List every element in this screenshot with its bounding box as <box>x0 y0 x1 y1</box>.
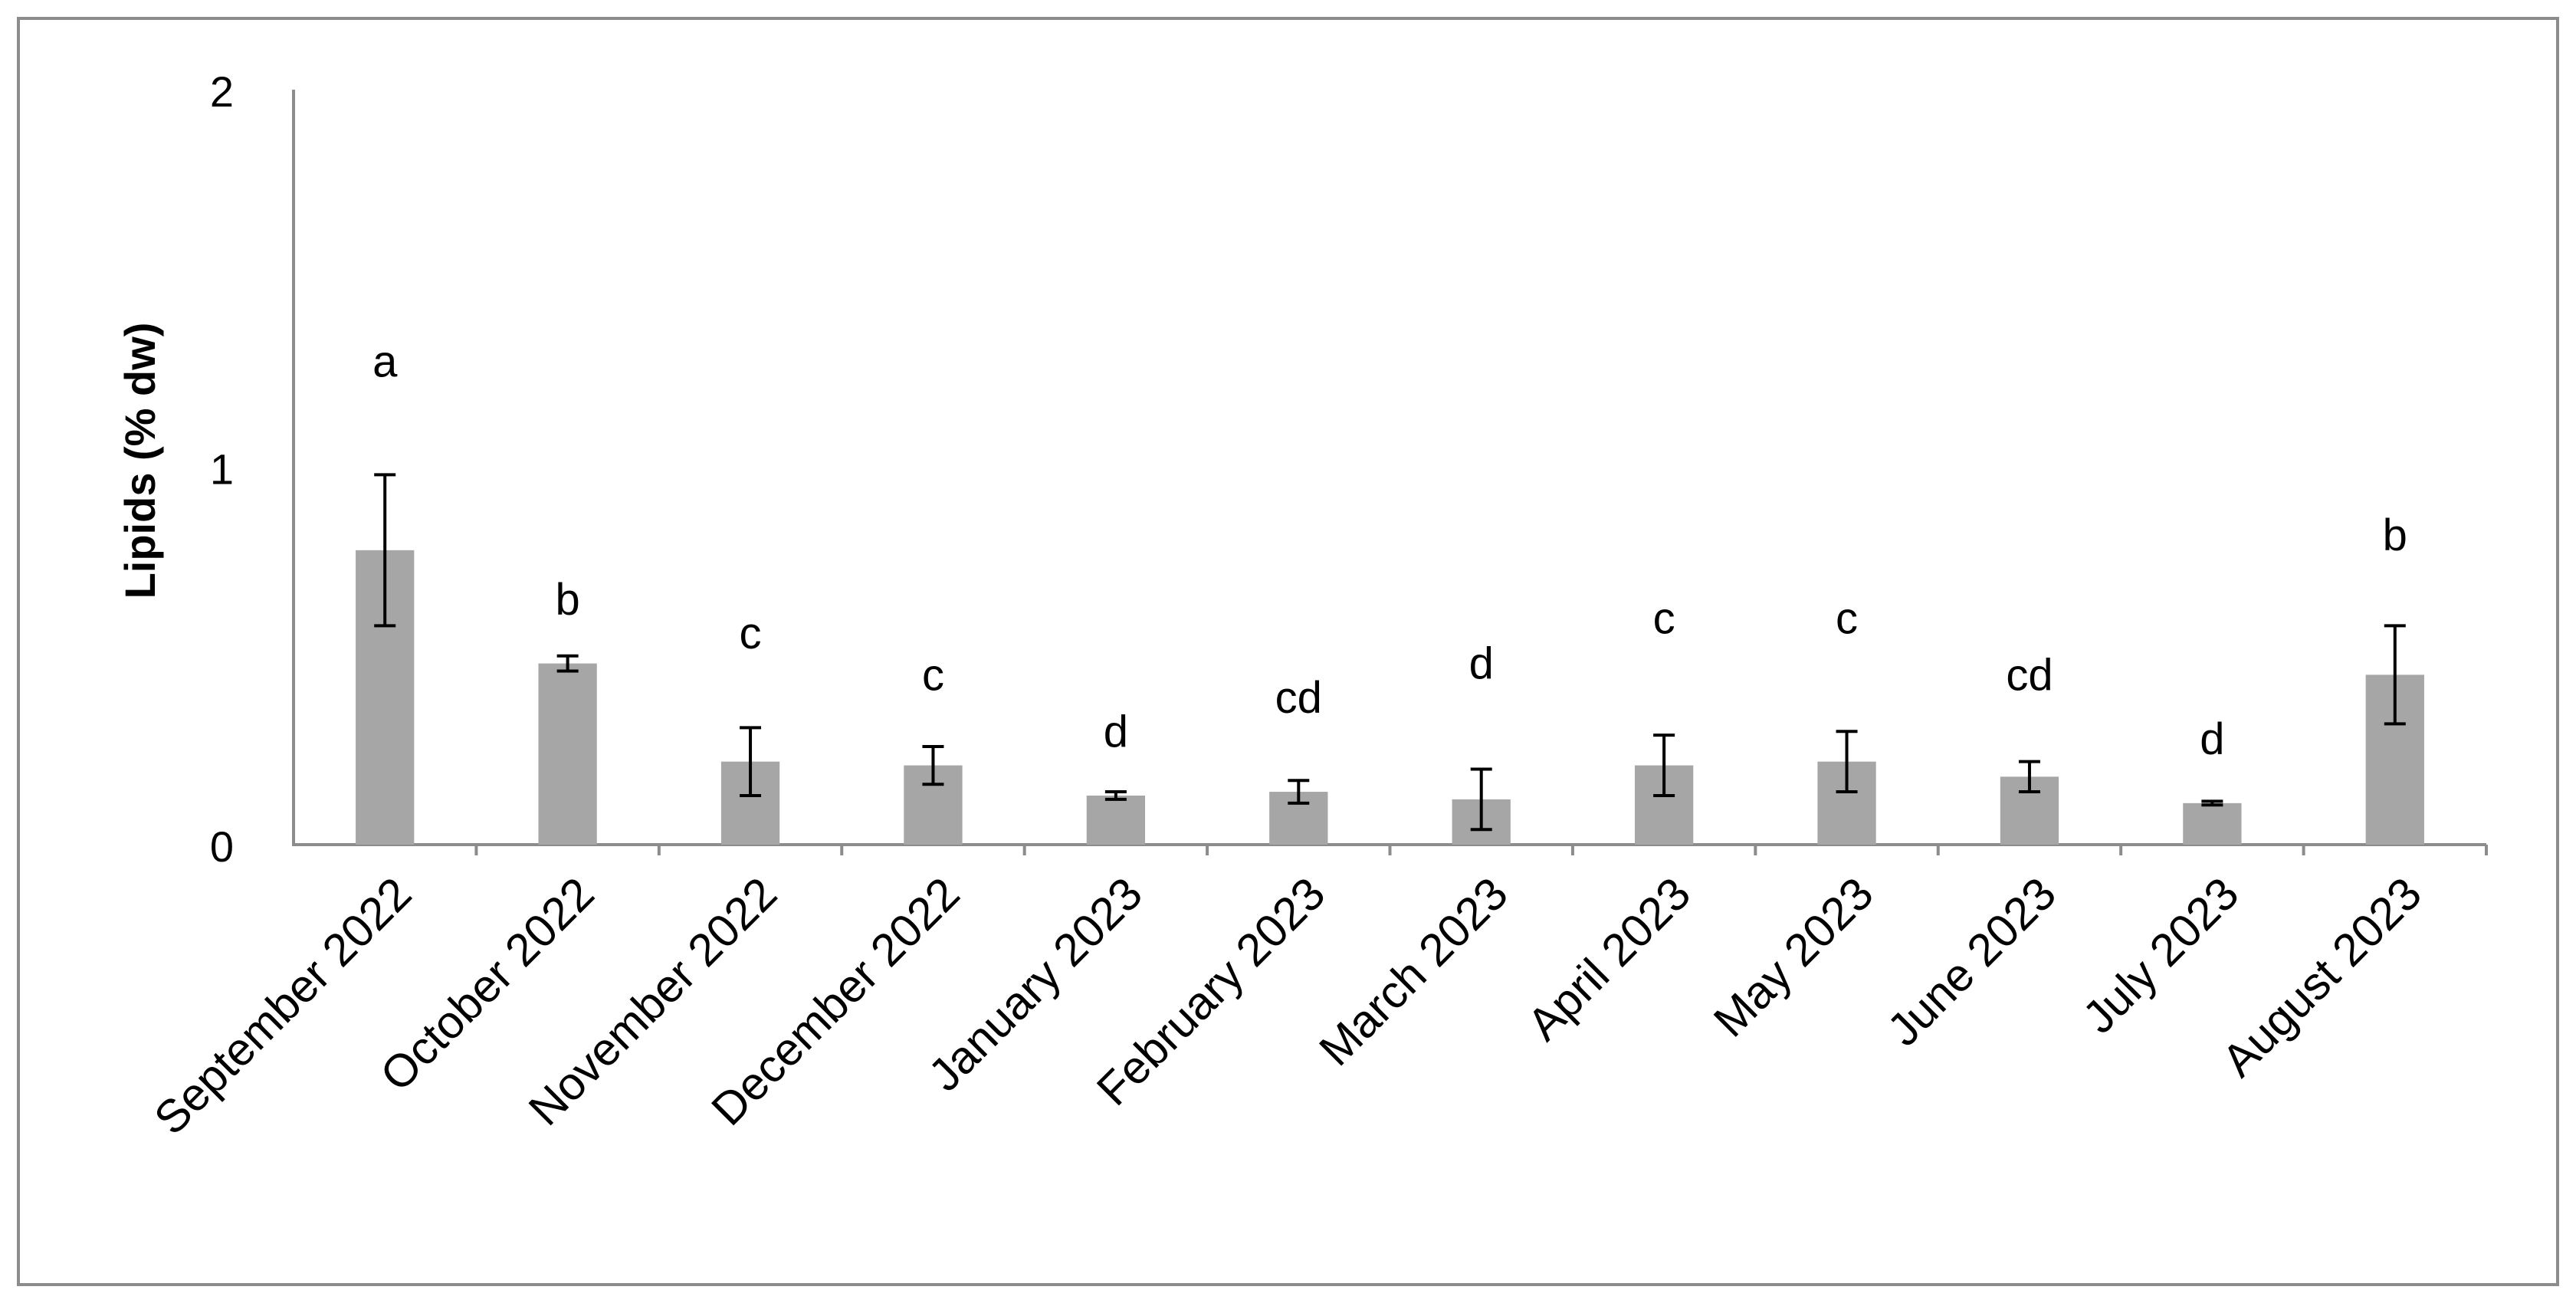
error-bar <box>1470 767 1492 832</box>
error-bar <box>2018 760 2040 794</box>
error-bars <box>374 473 2406 832</box>
y-tick-labels: 0 1 2 <box>210 67 234 871</box>
x-tick-label: September 2022 <box>144 868 421 1144</box>
y-axis-title: Lipids (% dw) <box>116 323 164 599</box>
significance-letter: b <box>2383 510 2407 560</box>
x-tick-label: June 2023 <box>1878 868 2066 1056</box>
bar <box>538 663 597 845</box>
significance-letter: c <box>740 609 762 658</box>
y-tick-label: 1 <box>210 445 234 494</box>
significance-letter: c <box>1653 594 1675 644</box>
error-bar <box>556 654 579 673</box>
error-bar <box>1288 779 1310 805</box>
error-bar <box>2384 624 2406 726</box>
significance-letter: a <box>372 337 398 387</box>
significance-letter: d <box>2200 714 2224 764</box>
x-tick-label: May 2023 <box>1704 868 1883 1047</box>
chart-frame <box>17 17 2559 1286</box>
error-bar <box>740 726 762 797</box>
error-bar <box>1104 790 1127 801</box>
x-tick-label: March 2023 <box>1309 868 1517 1075</box>
error-bar <box>1653 734 1675 797</box>
x-tick-label: April 2023 <box>1518 868 1700 1050</box>
significance-letter: d <box>1469 639 1494 689</box>
x-tick-label: August 2023 <box>2212 868 2431 1087</box>
bars <box>356 550 2424 845</box>
error-bar <box>1836 730 1858 794</box>
y-tick-label: 0 <box>210 822 234 871</box>
y-tick-label: 2 <box>210 67 234 116</box>
bar <box>2183 802 2242 845</box>
significance-letter: c <box>1836 594 1858 644</box>
significance-letter: d <box>1104 707 1128 757</box>
bar <box>1086 795 1146 845</box>
error-bar <box>922 744 944 786</box>
significance-letter: b <box>555 575 579 625</box>
significance-letter: c <box>922 650 944 700</box>
significance-letter: cd <box>2006 650 2053 700</box>
error-bar <box>2201 799 2223 807</box>
error-bar <box>374 473 396 628</box>
x-tick-label: July 2023 <box>2073 868 2249 1043</box>
axes <box>292 90 2488 855</box>
significance-letter: cd <box>1275 673 1322 723</box>
